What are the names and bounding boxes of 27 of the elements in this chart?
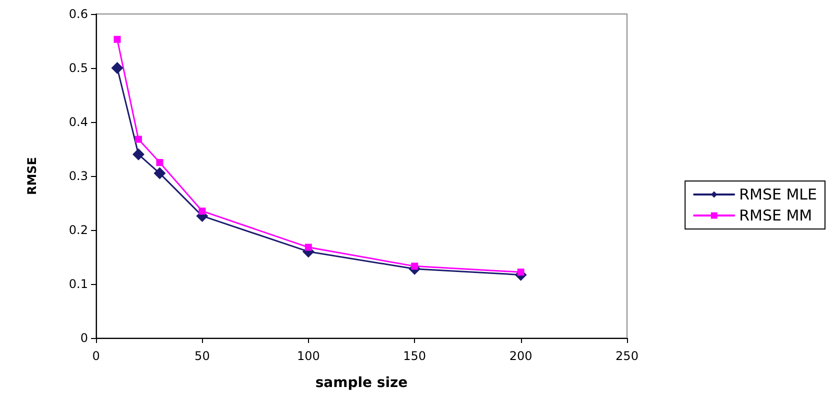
y-tick-label: 0.4 <box>68 115 88 129</box>
point <box>114 36 121 43</box>
y-tick-label: 0.1 <box>68 277 88 291</box>
y-tick-label: 0.2 <box>68 223 88 237</box>
legend-label: RMSE MLE <box>739 186 818 204</box>
y-tick-label: 0.5 <box>68 61 88 75</box>
x-tick-label: 200 <box>509 349 532 363</box>
x-axis-title: sample size <box>315 375 408 391</box>
point <box>411 262 418 270</box>
point <box>517 268 524 276</box>
point <box>111 62 124 74</box>
point <box>154 167 166 180</box>
legend-label: RMSE MM <box>739 206 812 224</box>
x-tick-label: 250 <box>616 349 638 363</box>
y-axis-title: RMSE <box>25 156 39 196</box>
point <box>304 244 312 251</box>
x-tick-label: 100 <box>296 349 320 363</box>
y-tick-label: 0 <box>80 331 88 345</box>
x-tick-label: 50 <box>194 349 210 363</box>
point <box>134 136 142 143</box>
x-tick-label: 0 <box>92 349 100 363</box>
x-tick-label: 150 <box>403 349 426 363</box>
point <box>132 148 144 160</box>
y-tick-label: 0.6 <box>68 7 88 21</box>
y-tick-label: 0.3 <box>68 169 88 183</box>
point <box>198 208 206 215</box>
point <box>156 159 164 166</box>
